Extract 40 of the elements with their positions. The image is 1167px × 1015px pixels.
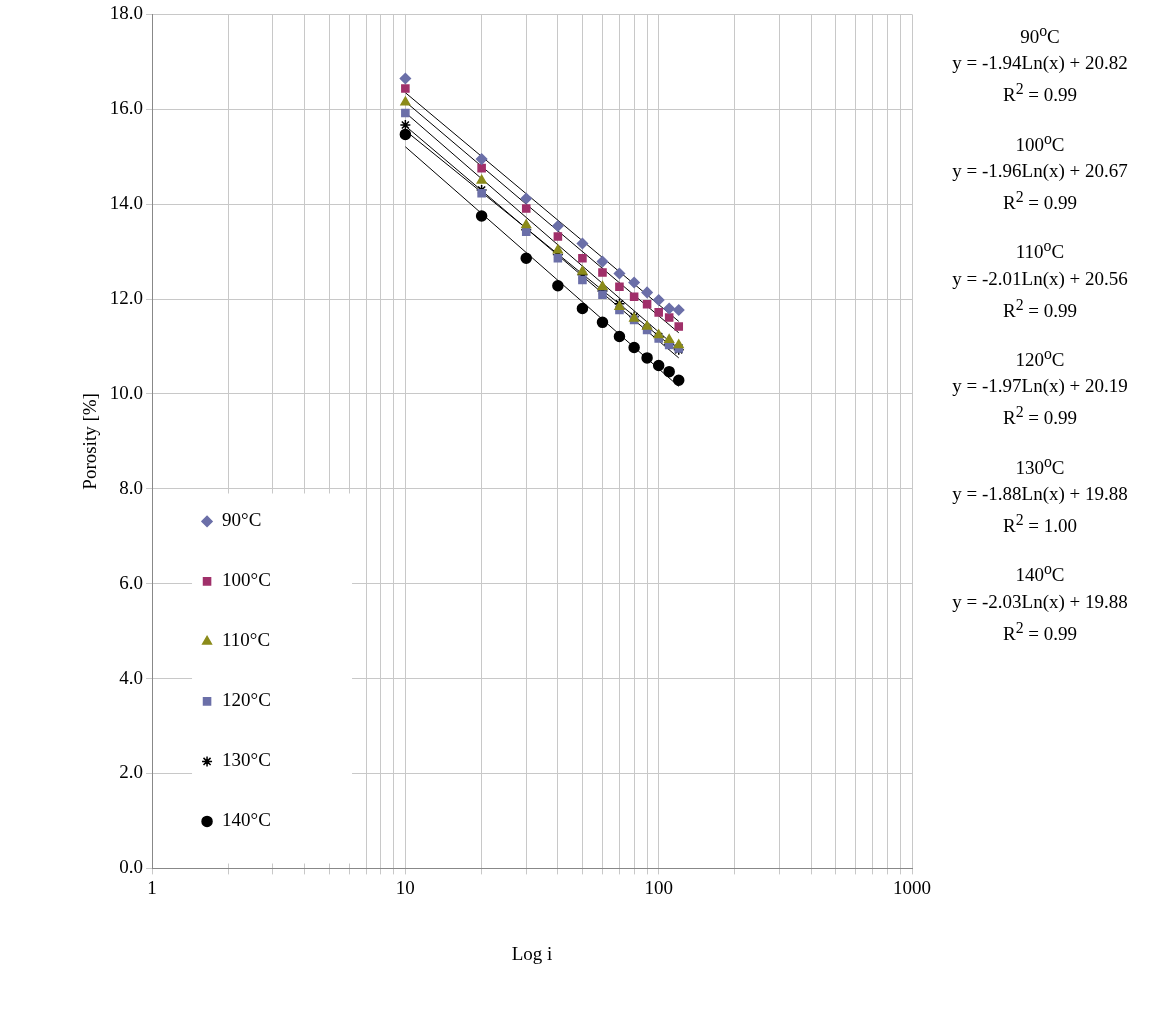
text: y = -1.96Ln(x) + 20.67 bbox=[951, 159, 1129, 183]
y-tick-label: 14.0 bbox=[109, 192, 144, 214]
y-tick-label: 8.0 bbox=[119, 476, 144, 498]
text: R$^{2}$ = 0.99 bbox=[1001, 294, 1079, 323]
text: 140$^{o}$C bbox=[1014, 559, 1066, 588]
legend-label: 120°C bbox=[222, 689, 271, 711]
y-tick-label: 4.0 bbox=[119, 666, 144, 688]
x-axis-title: Log i bbox=[511, 942, 553, 964]
text: 90$^{o}$C bbox=[1019, 21, 1061, 50]
legend-label: 140°C bbox=[222, 809, 271, 831]
text: R$^{2}$ = 0.99 bbox=[1001, 187, 1079, 216]
legend-label: 110°C bbox=[222, 629, 271, 651]
text: y = -1.94Ln(x) + 20.82 bbox=[951, 51, 1129, 76]
text: y = -2.03Ln(x) + 19.88 bbox=[951, 589, 1129, 614]
text: R$^{2}$ = 0.99 bbox=[1001, 617, 1079, 646]
y-tick-label: 6.0 bbox=[119, 571, 144, 593]
y-tick-label: 12.0 bbox=[109, 287, 144, 309]
text: y = -2.01Ln(x) + 20.56 bbox=[951, 266, 1129, 291]
text: 110$^{o}$C bbox=[1014, 236, 1066, 265]
y-tick-label: 0.0 bbox=[119, 856, 144, 878]
legend-label: 90°C bbox=[222, 509, 262, 531]
y-axis-title: Porosity [%] bbox=[79, 393, 101, 490]
y-tick-label: 2.0 bbox=[119, 761, 144, 783]
x-tick-label: 1 bbox=[147, 876, 157, 898]
text: R$^{2}$ = 1.00 bbox=[1001, 509, 1079, 539]
y-tick-label: 16.0 bbox=[109, 97, 144, 119]
text: R$^{2}$ = 0.99 bbox=[1001, 79, 1079, 108]
text: 130$^{o}$C bbox=[1014, 451, 1066, 480]
y-tick-label: 10.0 bbox=[109, 381, 144, 403]
y-tick-label: 18.0 bbox=[109, 2, 144, 24]
text: y = -1.97Ln(x) + 20.19 bbox=[951, 374, 1129, 399]
x-tick-label: 100 bbox=[644, 876, 673, 898]
text: 100$^{o}$C bbox=[1014, 128, 1066, 157]
legend-label: 130°C bbox=[222, 749, 271, 771]
text: R$^{2}$ = 0.99 bbox=[1001, 402, 1079, 431]
legend-label: 100°C bbox=[222, 569, 271, 591]
text: y = -1.88Ln(x) + 19.88 bbox=[951, 481, 1129, 506]
x-tick-label: 1000 bbox=[893, 876, 931, 898]
x-tick-label: 10 bbox=[395, 876, 415, 898]
text: 120$^{o}$C bbox=[1014, 343, 1066, 373]
